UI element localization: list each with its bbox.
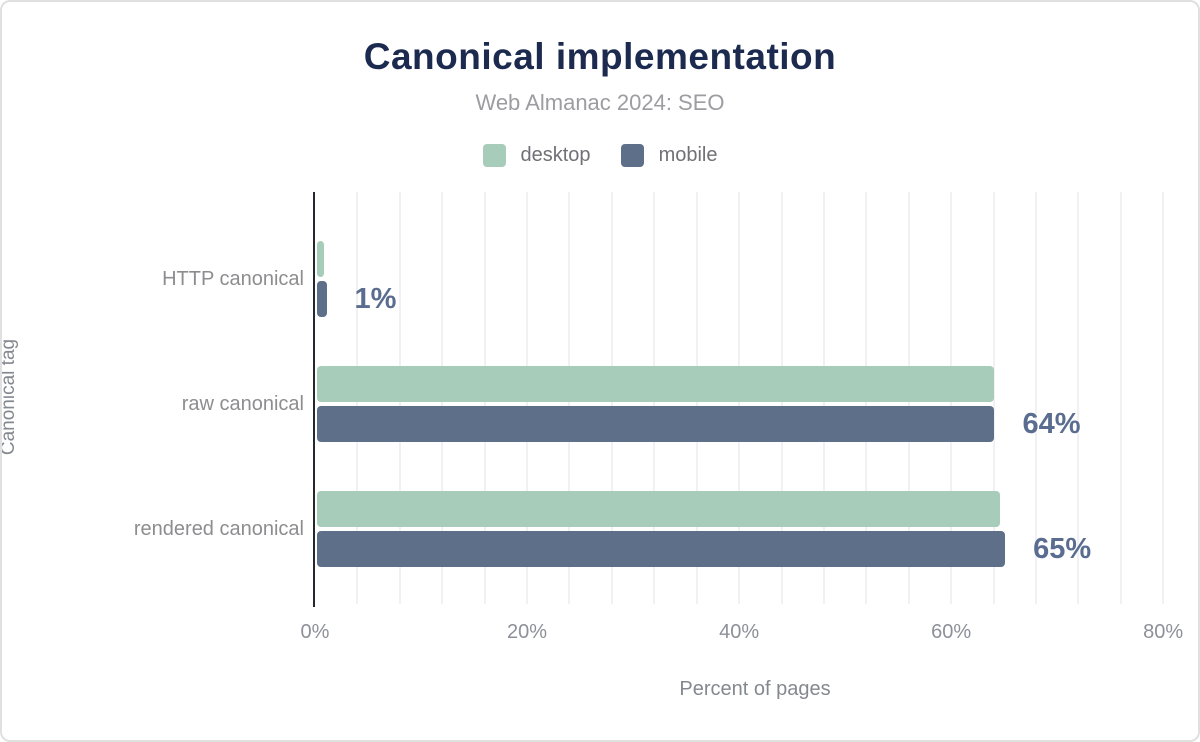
legend-item-mobile[interactable]: mobile (620, 144, 718, 167)
gridline (1162, 192, 1165, 604)
category-label: raw canonical (181, 393, 304, 415)
value-label: 64% (1022, 408, 1081, 440)
y-axis-line (313, 192, 315, 607)
x-tick-label: 60% (931, 621, 972, 643)
bar-mobile-http-canonical (317, 281, 327, 317)
chart-subtitle: Web Almanac 2024: SEO (475, 90, 725, 115)
mobile-series-swatch (620, 144, 644, 167)
x-tick-label: 20% (507, 621, 548, 643)
category-label: rendered canonical (133, 518, 304, 540)
x-tick-label: 80% (1143, 621, 1184, 643)
value-label: 65% (1033, 533, 1092, 565)
gridline (1034, 192, 1037, 604)
desktop-series-swatch (482, 144, 506, 167)
x-tick-label: 0% (300, 621, 330, 643)
plot-area (315, 192, 1195, 604)
legend: desktop mobile (2, 144, 1198, 167)
x-axis-title: Percent of pages (679, 678, 831, 700)
bar-desktop-raw-canonical (317, 366, 995, 402)
legend-label-mobile: mobile (658, 144, 718, 166)
value-label: 1% (354, 283, 397, 315)
y-axis-title: Canonical tag (0, 338, 19, 456)
chart-title: Canonical implementation (363, 36, 837, 77)
bar-desktop-rendered-canonical (317, 491, 1000, 527)
legend-item-desktop[interactable]: desktop (482, 144, 591, 167)
category-label: HTTP canonical (162, 268, 304, 290)
legend-label-desktop: desktop (520, 144, 591, 166)
gridline (1077, 192, 1080, 604)
bar-mobile-rendered-canonical (317, 531, 1006, 567)
bar-desktop-http-canonical (317, 241, 325, 277)
x-tick-label: 40% (719, 621, 760, 643)
gridline (1119, 192, 1122, 604)
bar-mobile-raw-canonical (317, 406, 995, 442)
